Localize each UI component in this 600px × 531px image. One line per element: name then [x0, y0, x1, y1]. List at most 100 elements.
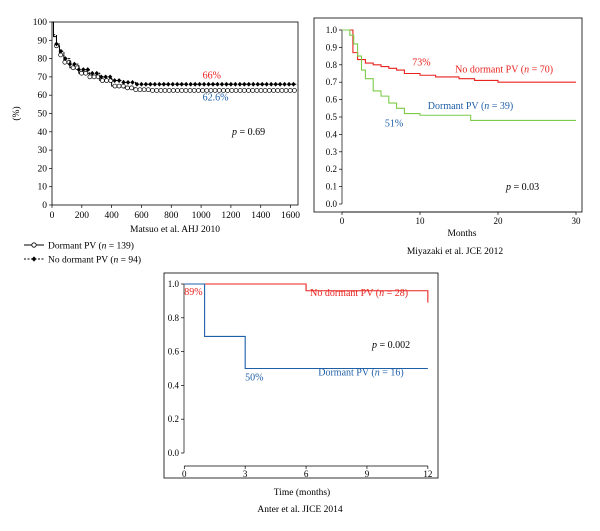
data-point: [179, 88, 185, 93]
x-tick-label: 9: [365, 469, 370, 479]
x-tick-label: 800: [164, 211, 179, 221]
y-tick-label: 20: [38, 164, 48, 174]
y-tick-label: 50: [38, 110, 48, 120]
data-point: [192, 81, 198, 87]
data-point: [162, 88, 168, 93]
data-point: [273, 81, 278, 87]
data-point: [279, 88, 285, 93]
y-tick-label: 100: [33, 18, 48, 28]
data-point: [148, 81, 153, 87]
y-tick-label: 70: [38, 73, 48, 83]
data-point: [161, 81, 167, 87]
data-point: [275, 88, 281, 93]
data-point: [282, 81, 287, 87]
plot-frame: [51, 21, 299, 206]
y-axis-label: (%): [11, 106, 22, 120]
data-point: [94, 70, 99, 76]
data-point: [179, 81, 184, 87]
y-tick-label: 0.6: [326, 95, 338, 105]
data-point: [254, 88, 260, 93]
series-label: Dormant PV (n = 16): [318, 367, 403, 378]
chart-caption: Matsuo et al. AHJ 2010: [130, 225, 220, 235]
y-tick-label: 80: [38, 55, 48, 65]
y-tick-label: 0.4: [168, 380, 180, 390]
data-point: [121, 79, 126, 85]
data-point: [183, 88, 189, 93]
data-point: [224, 81, 229, 87]
data-point: [241, 88, 247, 93]
y-tick-label: 0.5: [326, 112, 338, 122]
series-line: [342, 29, 576, 122]
data-point: [251, 81, 256, 87]
data-point: [291, 81, 296, 87]
data-point: [70, 65, 76, 71]
data-point: [76, 67, 82, 72]
chart-caption: Anter et al. JICE 2014: [257, 505, 342, 515]
data-point: [268, 81, 274, 87]
data-point: [260, 81, 265, 87]
data-point: [201, 81, 207, 87]
y-tick-label: 30: [38, 146, 48, 156]
data-point: [154, 88, 160, 93]
series-label: Dormant PV (n = 39): [428, 101, 513, 112]
data-point: [171, 88, 176, 93]
legend-marker: [31, 242, 37, 248]
y-tick-label: 0.1: [326, 182, 337, 192]
data-point: [141, 87, 147, 93]
data-point: [170, 81, 175, 87]
y-tick-label: 0.0: [326, 199, 338, 209]
data-point: [258, 88, 264, 93]
x-tick-label: 1600: [281, 211, 300, 221]
series-label: No dormant PV (n = 70): [455, 65, 553, 76]
data-point: [229, 88, 235, 93]
data-point: [286, 81, 292, 87]
data-point: [67, 61, 73, 67]
y-tick-label: 0.8: [168, 313, 180, 323]
data-point: [188, 81, 193, 87]
x-tick-label: 0: [182, 469, 187, 479]
data-point: [100, 78, 105, 83]
legend-entry: No dormant PV (n = 94): [48, 255, 141, 266]
data-label: 50%: [245, 372, 263, 383]
x-tick-label: 20: [494, 216, 504, 226]
data-point: [246, 81, 251, 87]
series-line: [184, 283, 429, 303]
data-point: [54, 41, 59, 47]
chart-anter: 0.0 0.2 0.4 0.6 0.8 1.0 0 3 6 9 12 89% 50% No dormant…: [163, 272, 439, 515]
data-point: [125, 79, 131, 85]
data-label: 89%: [184, 287, 202, 298]
data-point: [250, 88, 256, 93]
data-point: [287, 88, 293, 93]
x-axis-label: Months: [447, 229, 476, 239]
legend-marker: [31, 256, 37, 262]
y-tick-label: 0.7: [326, 77, 338, 87]
data-point: [219, 81, 225, 87]
y-tick-label: 0.0: [168, 448, 180, 458]
data-point: [255, 81, 260, 87]
data-point: [187, 88, 193, 93]
y-tick-label: 0.2: [168, 414, 179, 424]
x-tick-label: 200: [75, 211, 90, 221]
data-point: [139, 81, 144, 87]
series-line: [52, 21, 297, 91]
data-point: [137, 87, 143, 93]
y-tick-label: 40: [38, 128, 48, 138]
p-value: p = 0.69: [231, 127, 265, 138]
data-point: [83, 70, 89, 76]
x-tick-label: 0: [340, 216, 345, 226]
data-point: [145, 87, 151, 93]
data-point: [267, 88, 272, 93]
y-tick-label: 90: [38, 36, 48, 46]
data-point: [183, 81, 189, 87]
chart-miyazaki: 0.0 0.1 0.2 0.3 0.4 0.5 0.6 0.7 0.8 0.9 1.0 0 10 20 30…: [313, 17, 583, 257]
data-point: [90, 70, 95, 76]
x-tick-label: 3: [243, 469, 248, 479]
data-point: [72, 61, 77, 67]
data-point: [63, 56, 68, 62]
plot-frame: [163, 272, 439, 479]
data-point: [130, 79, 135, 85]
data-point: [158, 88, 164, 93]
p-value: p = 0.03: [505, 182, 539, 193]
